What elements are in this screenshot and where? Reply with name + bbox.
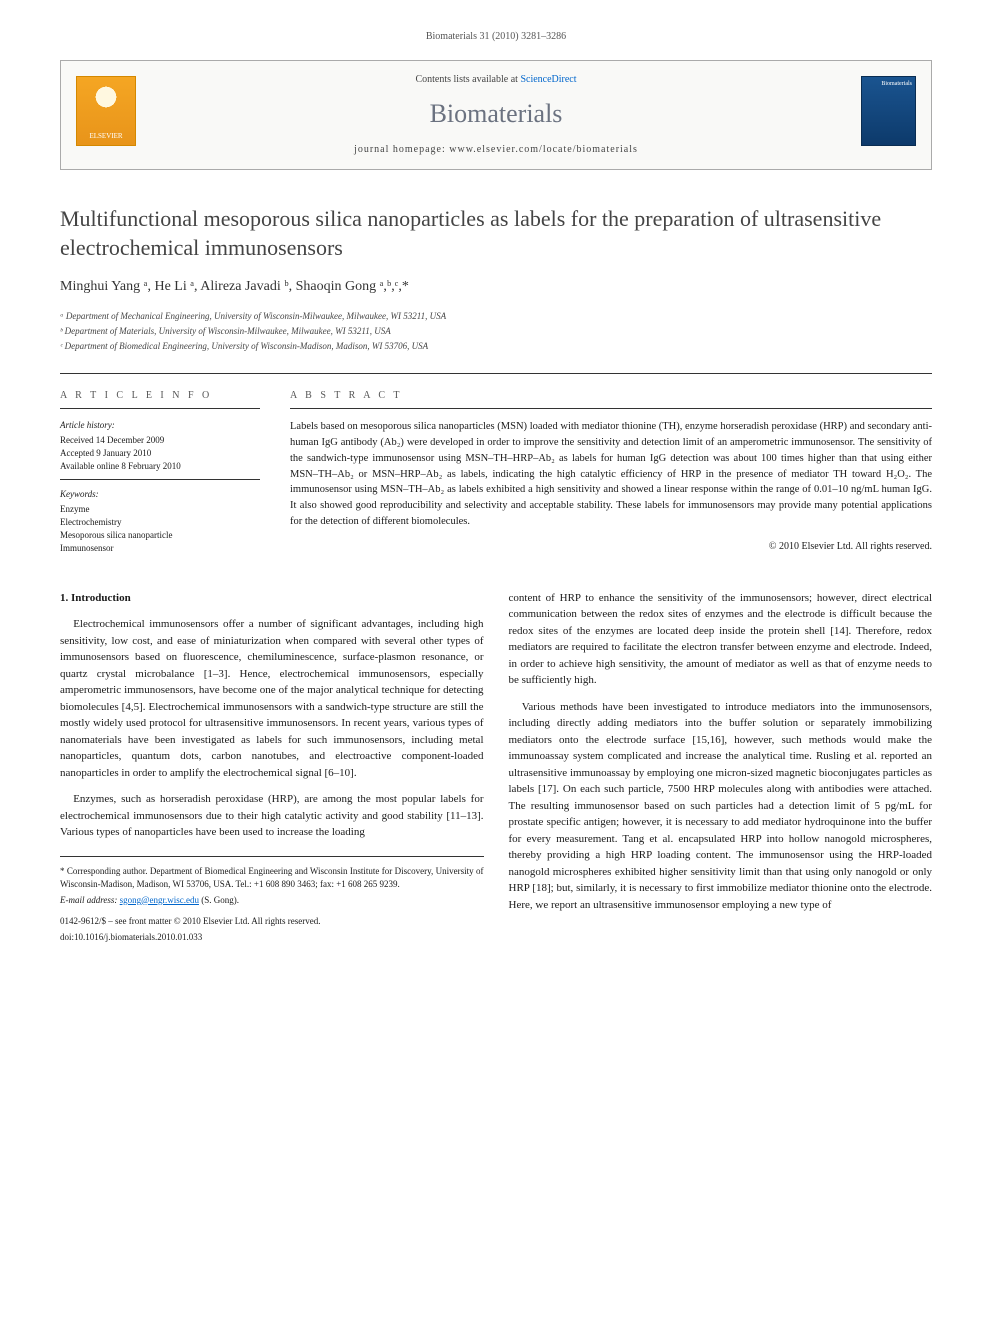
contents-available-line: Contents lists available at ScienceDirec… [61,73,931,88]
journal-cover-label: Biomaterials [881,81,912,87]
corresponding-author-text: * Corresponding author. Department of Bi… [60,865,484,892]
elsevier-logo: ELSEVIER [76,76,136,146]
issn-line: 0142-9612/$ – see front matter © 2010 El… [60,915,484,929]
contents-prefix: Contents lists available at [415,74,520,85]
homepage-prefix: journal homepage: [354,144,449,155]
abstract-column: A B S T R A C T Labels based on mesoporo… [290,389,932,555]
email-suffix: (S. Gong). [201,895,239,905]
affiliation-a: ᵃ Department of Mechanical Engineering, … [60,310,932,323]
article-history-label: Article history: [60,419,260,432]
body-column-right: content of HRP to enhance the sensitivit… [509,590,933,947]
keywords-label: Keywords: [60,488,260,501]
authors-line: Minghui Yang ᵃ, He Li ᵃ, Alireza Javadi … [60,277,932,297]
intro-paragraph-1: Electrochemical immunosensors offer a nu… [60,616,484,781]
article-info-sidebar: A R T I C L E I N F O Article history: R… [60,389,260,555]
intro-paragraph-4: Various methods have been investigated t… [509,699,933,914]
body-two-columns: 1. Introduction Electrochemical immunose… [60,590,932,947]
email-label: E-mail address: [60,895,117,905]
header-citation: Biomaterials 31 (2010) 3281–3286 [60,30,932,45]
corresponding-email-link[interactable]: sgong@engr.wisc.edu [120,895,199,905]
body-column-left: 1. Introduction Electrochemical immunose… [60,590,484,947]
info-abstract-row: A R T I C L E I N F O Article history: R… [60,373,932,555]
article-info-heading: A R T I C L E I N F O [60,389,260,410]
elsevier-logo-label: ELSEVIER [89,131,122,141]
homepage-url[interactable]: www.elsevier.com/locate/biomaterials [449,144,638,155]
abstract-text: Labels based on mesoporous silica nanopa… [290,419,932,529]
history-accepted: Accepted 9 January 2010 [60,447,260,460]
article-title: Multifunctional mesoporous silica nanopa… [60,205,932,262]
doi-line: doi:10.1016/j.biomaterials.2010.01.033 [60,931,484,945]
history-online: Available online 8 February 2010 [60,460,260,473]
corresponding-author-footer: * Corresponding author. Department of Bi… [60,856,484,945]
keyword-1: Enzyme [60,503,260,516]
abstract-copyright: © 2010 Elsevier Ltd. All rights reserved… [290,540,932,555]
intro-paragraph-2: Enzymes, such as horseradish peroxidase … [60,791,484,841]
journal-header-box: ELSEVIER Biomaterials Contents lists ava… [60,60,932,171]
info-divider [60,479,260,480]
affiliations: ᵃ Department of Mechanical Engineering, … [60,310,932,353]
history-received: Received 14 December 2009 [60,434,260,447]
email-line: E-mail address: sgong@engr.wisc.edu (S. … [60,894,484,908]
intro-paragraph-3: content of HRP to enhance the sensitivit… [509,590,933,689]
keyword-4: Immunosensor [60,542,260,555]
keyword-2: Electrochemistry [60,516,260,529]
section-1-heading: 1. Introduction [60,590,484,607]
elsevier-tree-icon [86,85,126,125]
affiliation-c: ᶜ Department of Biomedical Engineering, … [60,340,932,353]
keyword-3: Mesoporous silica nanoparticle [60,529,260,542]
affiliation-b: ᵇ Department of Materials, University of… [60,325,932,338]
sciencedirect-link[interactable]: ScienceDirect [520,74,576,85]
journal-name: Biomaterials [61,95,931,133]
journal-cover-thumbnail: Biomaterials [861,76,916,146]
journal-homepage-line: journal homepage: www.elsevier.com/locat… [61,143,931,158]
abstract-heading: A B S T R A C T [290,389,932,410]
